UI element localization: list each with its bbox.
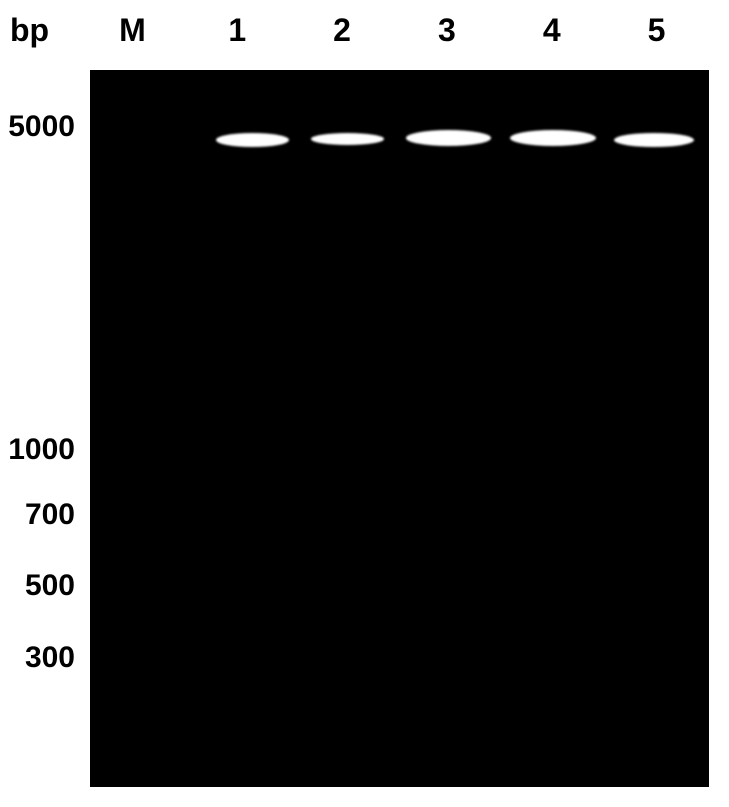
band-lane5 xyxy=(614,133,694,147)
lane-label-4: 4 xyxy=(499,12,604,52)
lane-label-5: 5 xyxy=(604,12,709,52)
size-marker-700: 700 xyxy=(0,498,75,532)
size-marker-300: 300 xyxy=(0,641,75,675)
unit-label: bp xyxy=(10,12,49,49)
band-lane4 xyxy=(510,130,596,146)
size-marker-5000: 5000 xyxy=(0,110,75,144)
size-marker-column: 5000 1000 700 500 300 xyxy=(0,70,80,787)
gel-inner xyxy=(93,73,706,784)
band-lane3 xyxy=(406,130,492,146)
lane-label-3: 3 xyxy=(394,12,499,52)
gel-area xyxy=(90,70,709,787)
lane-label-2: 2 xyxy=(290,12,395,52)
gel-figure-container: bp M 1 2 3 4 5 5000 1000 700 500 300 xyxy=(0,0,729,807)
band-lane2 xyxy=(311,133,385,145)
lane-label-1: 1 xyxy=(185,12,290,52)
size-marker-500: 500 xyxy=(0,569,75,603)
lane-label-M: M xyxy=(80,12,185,52)
band-lane1 xyxy=(216,133,290,147)
lane-labels-row: M 1 2 3 4 5 xyxy=(80,12,709,52)
size-marker-1000: 1000 xyxy=(0,433,75,467)
